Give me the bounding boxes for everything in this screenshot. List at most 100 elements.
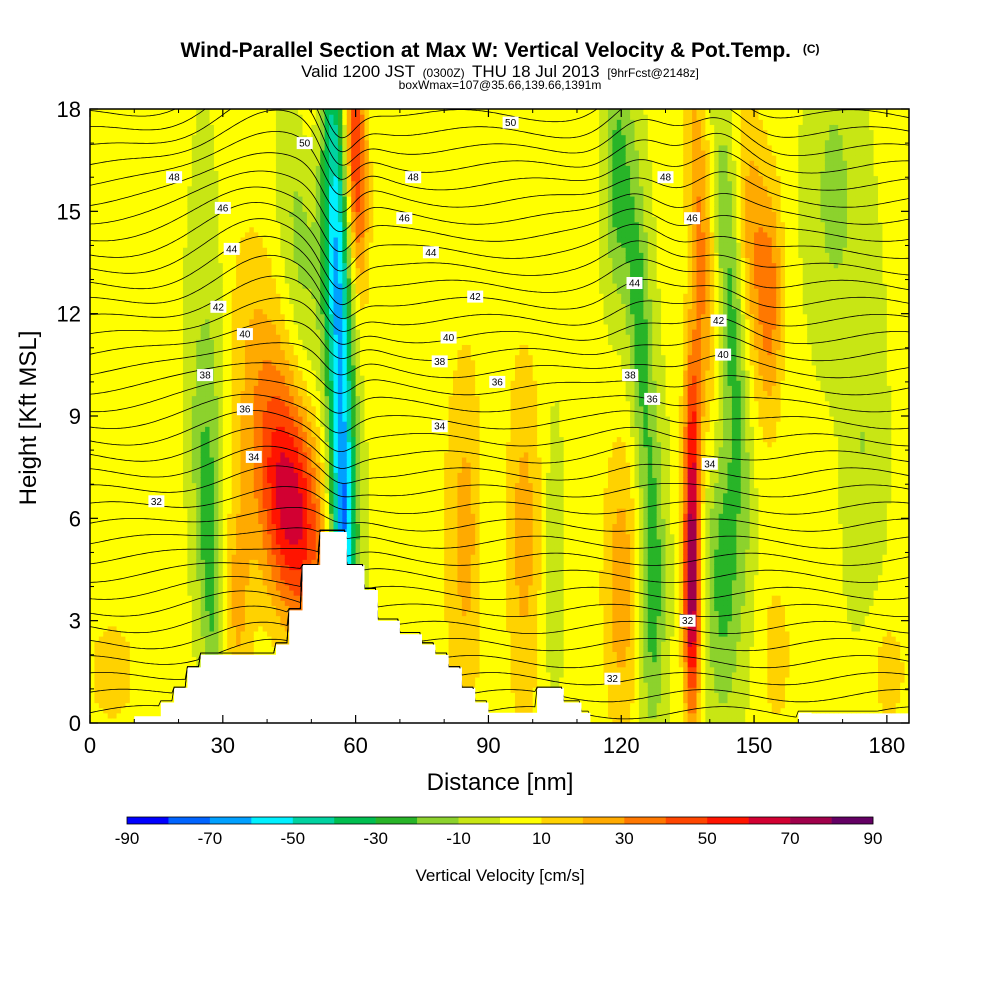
velocity-cell bbox=[120, 134, 127, 141]
velocity-cell bbox=[147, 436, 153, 443]
velocity-cell bbox=[103, 554, 109, 560]
velocity-cell bbox=[178, 426, 184, 432]
velocity-cell bbox=[275, 630, 281, 637]
velocity-cell bbox=[98, 646, 104, 652]
velocity-cell bbox=[90, 456, 96, 463]
velocity-cell bbox=[218, 226, 224, 233]
velocity-cell bbox=[222, 349, 228, 356]
velocity-cell bbox=[187, 641, 193, 647]
velocity-cell bbox=[143, 600, 149, 606]
velocity-cell bbox=[275, 323, 281, 330]
velocity-cell bbox=[90, 293, 96, 299]
velocity-cell bbox=[187, 185, 193, 192]
velocity-cell bbox=[218, 549, 224, 555]
velocity-cell bbox=[267, 288, 273, 294]
velocity-cell bbox=[147, 323, 153, 330]
velocity-cell bbox=[275, 257, 281, 264]
velocity-cell bbox=[174, 288, 180, 294]
velocity-cell bbox=[218, 160, 224, 166]
velocity-cell bbox=[165, 595, 171, 601]
velocity-cell bbox=[174, 574, 180, 581]
velocity-cell bbox=[107, 318, 113, 325]
velocity-cell bbox=[258, 436, 264, 443]
velocity-cell bbox=[160, 559, 166, 565]
velocity-cell bbox=[209, 155, 215, 161]
velocity-cell bbox=[116, 190, 122, 197]
velocity-cell bbox=[129, 201, 135, 207]
velocity-cell bbox=[107, 170, 113, 177]
velocity-cell bbox=[151, 615, 158, 622]
velocity-cell bbox=[218, 175, 224, 182]
velocity-cell bbox=[98, 206, 104, 212]
velocity-cell bbox=[191, 359, 197, 366]
velocity-cell bbox=[156, 339, 162, 345]
velocity-cell bbox=[280, 170, 286, 177]
velocity-cell bbox=[160, 262, 166, 269]
velocity-cell bbox=[213, 390, 219, 397]
velocity-cell bbox=[125, 277, 131, 284]
velocity-cell bbox=[151, 400, 158, 407]
velocity-cell bbox=[156, 277, 162, 284]
velocity-cell bbox=[280, 431, 286, 438]
velocity-cell bbox=[120, 477, 127, 484]
velocity-cell bbox=[182, 288, 188, 294]
velocity-cell bbox=[103, 298, 109, 305]
velocity-cell bbox=[213, 400, 219, 407]
velocity-cell bbox=[271, 625, 277, 632]
velocity-cell bbox=[262, 513, 268, 519]
velocity-cell bbox=[112, 144, 118, 151]
velocity-cell bbox=[129, 195, 135, 202]
velocity-cell bbox=[143, 236, 149, 243]
velocity-cell bbox=[262, 395, 268, 402]
velocity-cell bbox=[138, 195, 144, 202]
velocity-cell bbox=[209, 625, 215, 632]
velocity-cell bbox=[112, 308, 118, 315]
velocity-cell bbox=[284, 538, 290, 545]
velocity-cell bbox=[125, 114, 131, 120]
velocity-cell bbox=[129, 625, 135, 632]
velocity-cell bbox=[178, 226, 184, 233]
velocity-cell bbox=[253, 584, 259, 591]
velocity-cell bbox=[90, 528, 96, 535]
velocity-cell bbox=[98, 155, 104, 161]
velocity-cell bbox=[262, 206, 268, 212]
velocity-cell bbox=[196, 441, 202, 448]
velocity-cell bbox=[147, 272, 153, 279]
velocity-cell bbox=[125, 134, 131, 141]
velocity-cell bbox=[147, 114, 153, 120]
velocity-cell bbox=[236, 472, 242, 478]
velocity-cell bbox=[191, 282, 197, 289]
velocity-cell bbox=[236, 288, 242, 294]
velocity-cell bbox=[151, 354, 158, 361]
velocity-cell bbox=[253, 236, 259, 243]
velocity-cell bbox=[205, 155, 211, 161]
velocity-cell bbox=[249, 584, 255, 591]
velocity-cell bbox=[120, 549, 127, 555]
velocity-cell bbox=[191, 180, 197, 187]
velocity-cell bbox=[120, 636, 127, 642]
velocity-cell bbox=[147, 472, 153, 478]
velocity-cell bbox=[147, 405, 153, 412]
velocity-cell bbox=[112, 129, 118, 136]
velocity-cell bbox=[103, 262, 109, 269]
velocity-cell bbox=[90, 482, 96, 489]
velocity-cell bbox=[120, 349, 127, 356]
velocity-cell bbox=[249, 502, 255, 509]
velocity-cell bbox=[107, 109, 113, 115]
velocity-cell bbox=[178, 257, 184, 264]
velocity-cell bbox=[90, 149, 96, 156]
velocity-cell bbox=[134, 405, 140, 412]
velocity-cell bbox=[187, 467, 193, 473]
velocity-cell bbox=[174, 584, 180, 591]
velocity-cell bbox=[253, 303, 259, 310]
velocity-cell bbox=[200, 349, 206, 356]
velocity-cell bbox=[182, 610, 188, 617]
velocity-cell bbox=[112, 226, 118, 233]
velocity-cell bbox=[129, 441, 135, 448]
velocity-cell bbox=[213, 221, 219, 228]
velocity-cell bbox=[165, 344, 171, 351]
velocity-cell bbox=[165, 288, 171, 294]
velocity-cell bbox=[125, 272, 131, 279]
velocity-cell bbox=[253, 180, 259, 187]
velocity-cell bbox=[98, 462, 104, 468]
